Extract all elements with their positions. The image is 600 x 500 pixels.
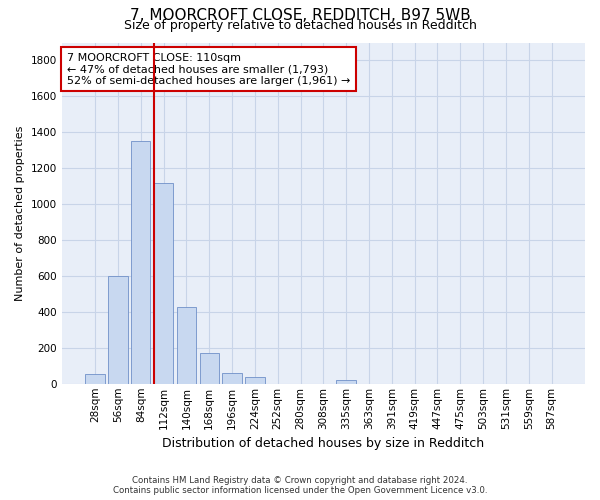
Bar (154, 182, 173, 384)
Bar (337, 380, 356, 384)
Bar (85, 374, 105, 384)
Bar (200, 353, 219, 384)
Text: Contains HM Land Registry data © Crown copyright and database right 2024.
Contai: Contains HM Land Registry data © Crown c… (113, 476, 487, 495)
Bar (177, 308, 196, 384)
Bar (223, 373, 242, 384)
X-axis label: Distribution of detached houses by size in Redditch: Distribution of detached houses by size … (162, 437, 484, 450)
Bar (245, 378, 265, 384)
Bar (108, 276, 128, 384)
Y-axis label: Number of detached properties: Number of detached properties (15, 126, 25, 301)
Text: Size of property relative to detached houses in Redditch: Size of property relative to detached ho… (124, 18, 476, 32)
Text: 7 MOORCROFT CLOSE: 110sqm
← 47% of detached houses are smaller (1,793)
52% of se: 7 MOORCROFT CLOSE: 110sqm ← 47% of detac… (67, 52, 350, 86)
Text: 7, MOORCROFT CLOSE, REDDITCH, B97 5WB: 7, MOORCROFT CLOSE, REDDITCH, B97 5WB (130, 8, 470, 22)
Bar (131, 142, 151, 384)
